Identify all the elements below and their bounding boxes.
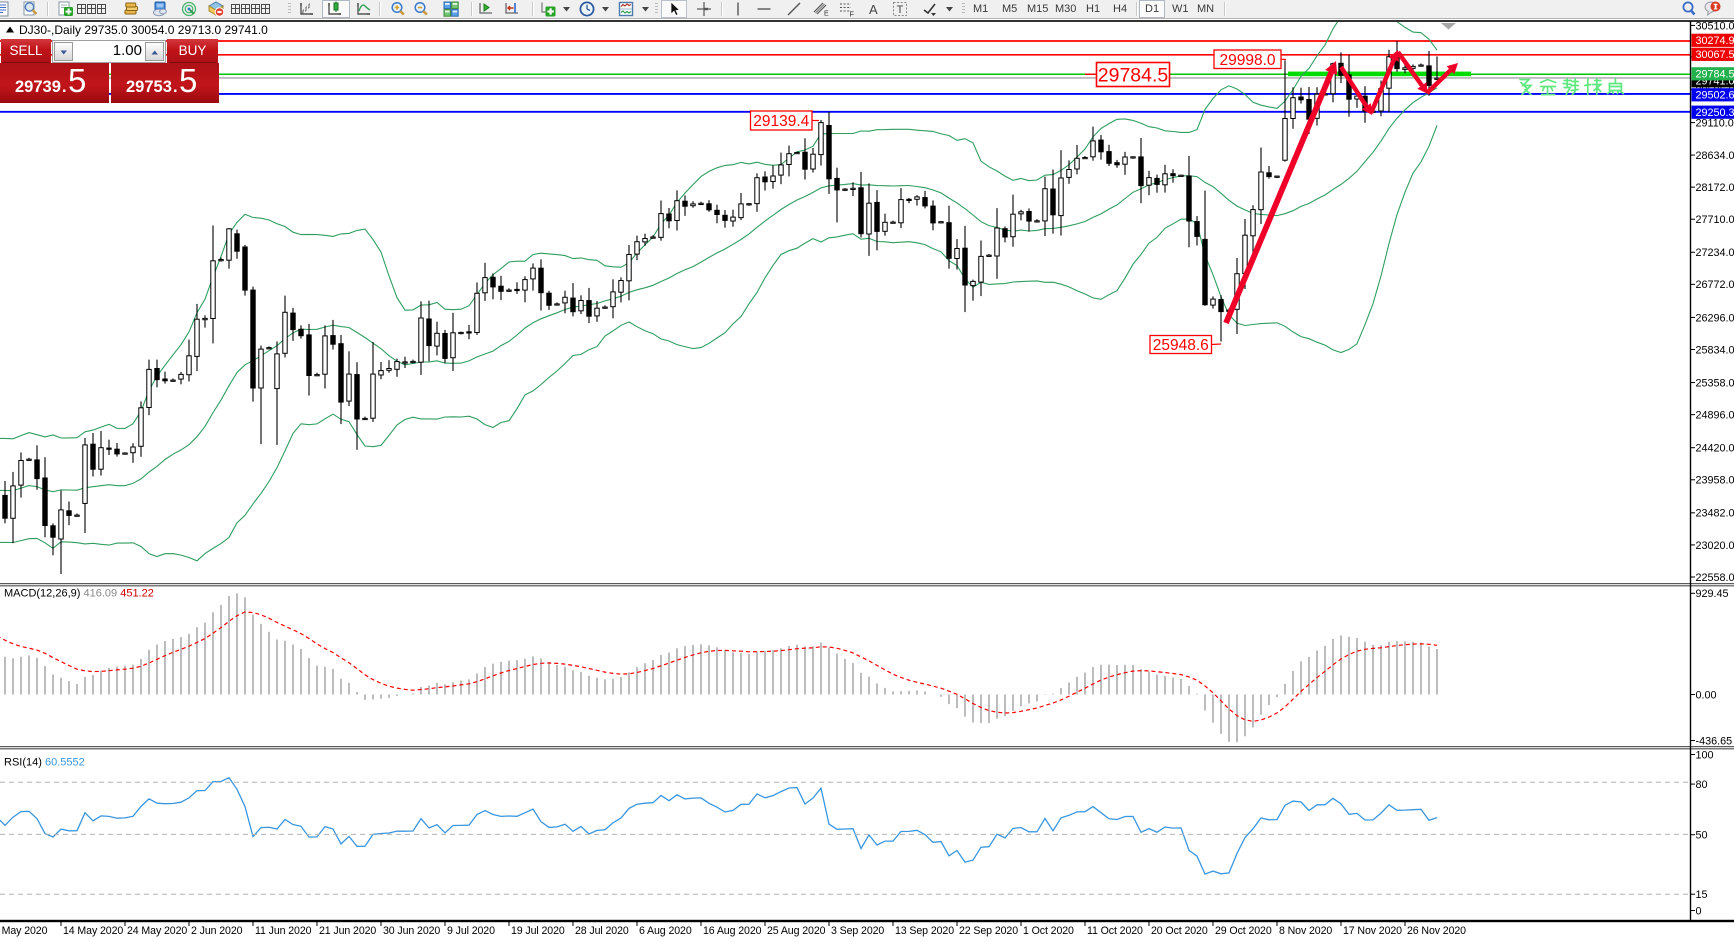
svg-text:28 Jul 2020: 28 Jul 2020: [575, 925, 629, 937]
svg-text:19 Jul 2020: 19 Jul 2020: [511, 925, 565, 937]
svg-text:23958.0: 23958.0: [1696, 475, 1734, 487]
svg-text:21 Jun 2020: 21 Jun 2020: [319, 925, 376, 937]
svg-text:30510.0: 30510.0: [1696, 20, 1734, 32]
svg-text:24896.0: 24896.0: [1696, 410, 1734, 422]
svg-text:28634.0: 28634.0: [1696, 150, 1734, 162]
svg-text:13 Sep 2020: 13 Sep 2020: [895, 925, 954, 937]
svg-text:25834.0: 25834.0: [1696, 344, 1734, 356]
svg-text:29250.3: 29250.3: [1696, 107, 1734, 119]
svg-text:30 Jun 2020: 30 Jun 2020: [383, 925, 440, 937]
svg-text:29502.6: 29502.6: [1696, 90, 1734, 102]
svg-text:11 Oct 2020: 11 Oct 2020: [1087, 925, 1143, 937]
svg-text:29139.4: 29139.4: [753, 113, 809, 130]
svg-text:25948.6: 25948.6: [1153, 337, 1209, 354]
svg-text:29784.5: 29784.5: [1696, 69, 1734, 81]
svg-text:9 Jul 2020: 9 Jul 2020: [447, 925, 495, 937]
svg-text:29998.0: 29998.0: [1219, 52, 1275, 69]
svg-text:3 Sep 2020: 3 Sep 2020: [831, 925, 884, 937]
svg-text:14 May 2020: 14 May 2020: [63, 925, 123, 937]
svg-text:1 Oct 2020: 1 Oct 2020: [1023, 925, 1074, 937]
svg-text:26296.0: 26296.0: [1696, 312, 1734, 324]
svg-text:DJ30-,Daily 29735.0 30054.0 2: DJ30-,Daily 29735.0 30054.0 29713.0 2974…: [19, 23, 268, 37]
svg-text:8 Nov 2020: 8 Nov 2020: [1279, 925, 1332, 937]
svg-text:100: 100: [1696, 749, 1714, 761]
svg-text:23020.0: 23020.0: [1696, 540, 1734, 552]
svg-text:27234.0: 27234.0: [1696, 247, 1734, 259]
svg-text:22 Sep 2020: 22 Sep 2020: [959, 925, 1018, 937]
svg-text:F: F: [850, 10, 855, 18]
svg-text:29110.0: 29110.0: [1696, 118, 1734, 130]
svg-text:26 Nov 2020: 26 Nov 2020: [1407, 925, 1466, 937]
svg-text:26772.0: 26772.0: [1696, 279, 1734, 291]
svg-text:23482.0: 23482.0: [1696, 508, 1734, 520]
svg-text:24 May 2020: 24 May 2020: [127, 925, 187, 937]
svg-text:0: 0: [1696, 905, 1702, 917]
svg-text:30067.5: 30067.5: [1696, 49, 1734, 61]
svg-text:80: 80: [1696, 779, 1708, 791]
svg-text:25358.0: 25358.0: [1696, 377, 1734, 389]
svg-text:28172.0: 28172.0: [1696, 182, 1734, 194]
svg-text:0.00: 0.00: [1696, 689, 1717, 701]
svg-text:929.45: 929.45: [1696, 588, 1729, 600]
svg-text:-436.65: -436.65: [1696, 735, 1733, 747]
svg-text:25 Aug 2020: 25 Aug 2020: [767, 925, 826, 937]
svg-text:17 Nov 2020: 17 Nov 2020: [1343, 925, 1402, 937]
svg-text:16 Aug 2020: 16 Aug 2020: [703, 925, 762, 937]
svg-text:24420.0: 24420.0: [1696, 443, 1734, 455]
svg-text:20 Oct 2020: 20 Oct 2020: [1151, 925, 1208, 937]
svg-text:11 Jun 2020: 11 Jun 2020: [255, 925, 312, 937]
svg-text:RSI(14) 60.5552: RSI(14) 60.5552: [4, 757, 85, 769]
svg-text:5 May 2020: 5 May 2020: [0, 925, 48, 937]
svg-text:T: T: [897, 4, 904, 16]
svg-text:MACD(12,26,9) 416.09 451.22: MACD(12,26,9) 416.09 451.22: [4, 588, 154, 600]
svg-text:27710.0: 27710.0: [1696, 214, 1734, 226]
svg-text:29 Oct 2020: 29 Oct 2020: [1215, 925, 1272, 937]
svg-text:22558.0: 22558.0: [1696, 572, 1734, 584]
svg-text:15: 15: [1696, 889, 1708, 901]
svg-text:30274.9: 30274.9: [1696, 35, 1734, 47]
svg-text:E: E: [824, 11, 829, 18]
svg-text:29784.5: 29784.5: [1098, 65, 1169, 87]
svg-text:50: 50: [1696, 830, 1708, 842]
svg-text:2 Jun 2020: 2 Jun 2020: [191, 925, 243, 937]
svg-text:6 Aug 2020: 6 Aug 2020: [639, 925, 692, 937]
